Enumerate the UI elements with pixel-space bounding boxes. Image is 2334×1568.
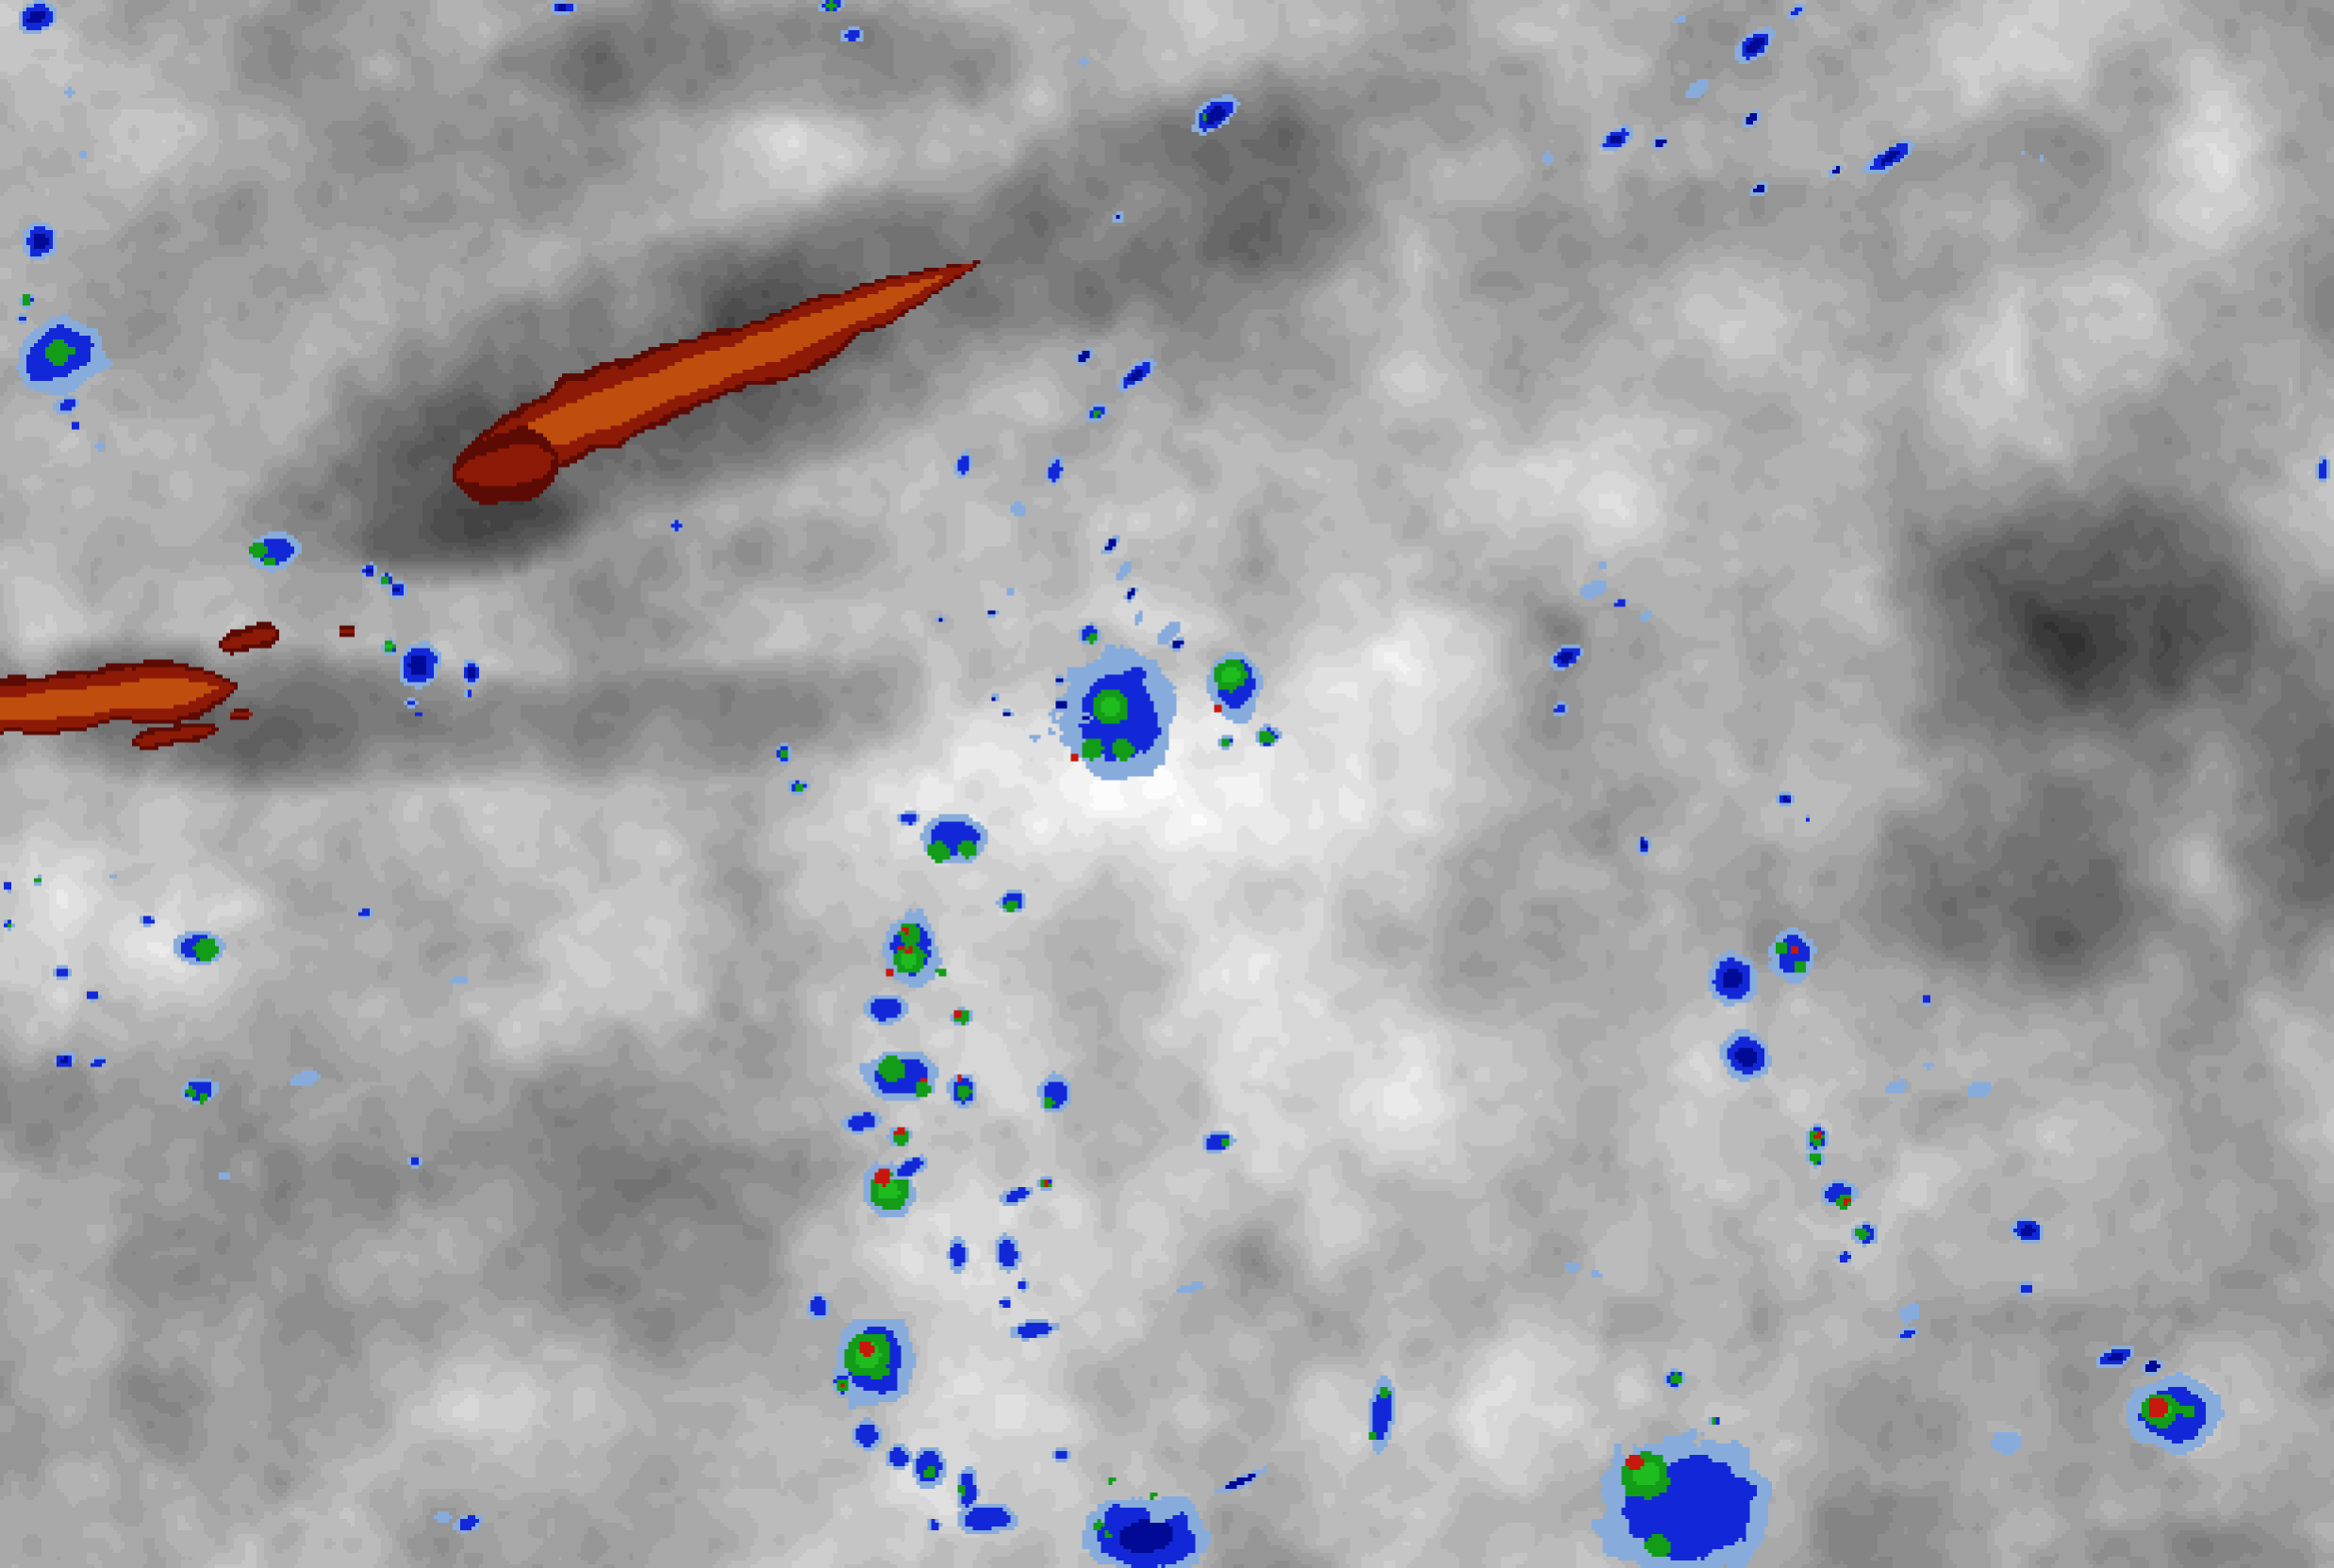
- satellite-image: [0, 0, 2334, 1568]
- satellite-image-canvas: [0, 0, 2334, 1568]
